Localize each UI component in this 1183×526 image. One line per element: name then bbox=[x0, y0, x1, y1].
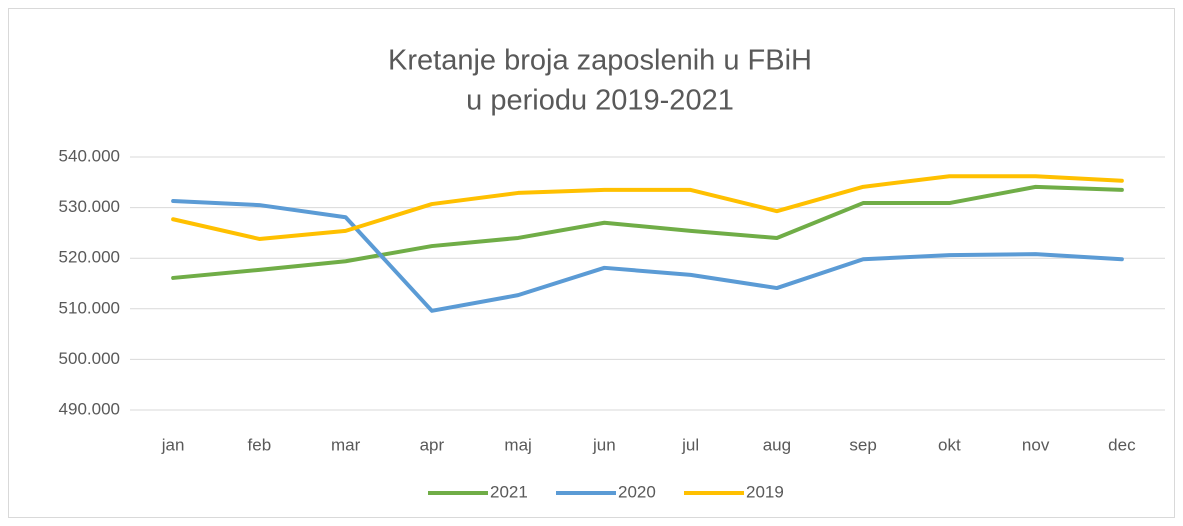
y-tick-label: 510.000 bbox=[59, 298, 120, 317]
x-tick-label: maj bbox=[504, 435, 531, 454]
x-tick-label: jan bbox=[161, 435, 185, 454]
y-tick-label: 500.000 bbox=[59, 349, 120, 368]
x-tick-label: aug bbox=[763, 435, 791, 454]
x-tick-label: dec bbox=[1108, 435, 1136, 454]
data-line bbox=[171, 184, 1124, 280]
legend-label: 2019 bbox=[746, 482, 784, 501]
x-tick-label: okt bbox=[938, 435, 961, 454]
x-tick-label: mar bbox=[331, 435, 361, 454]
x-tick-label: feb bbox=[248, 435, 272, 454]
x-tick-label: nov bbox=[1022, 435, 1050, 454]
x-tick-label: apr bbox=[420, 435, 445, 454]
y-tick-label: 520.000 bbox=[59, 248, 120, 267]
legend-label: 2020 bbox=[618, 482, 656, 501]
data-line bbox=[171, 199, 1124, 313]
chart-title: Kretanje broja zaposlenih u FBiH bbox=[388, 45, 812, 77]
chart-title: u periodu 2019-2021 bbox=[466, 85, 734, 117]
x-tick-label: sep bbox=[849, 435, 876, 454]
data-line bbox=[171, 174, 1124, 241]
x-tick-label: jul bbox=[681, 435, 699, 454]
chart-frame bbox=[8, 8, 1175, 518]
legend-label: 2021 bbox=[490, 482, 528, 501]
y-tick-label: 490.000 bbox=[59, 399, 120, 418]
x-tick-label: jun bbox=[592, 435, 616, 454]
y-tick-label: 530.000 bbox=[59, 197, 120, 216]
y-tick-label: 540.000 bbox=[59, 146, 120, 165]
